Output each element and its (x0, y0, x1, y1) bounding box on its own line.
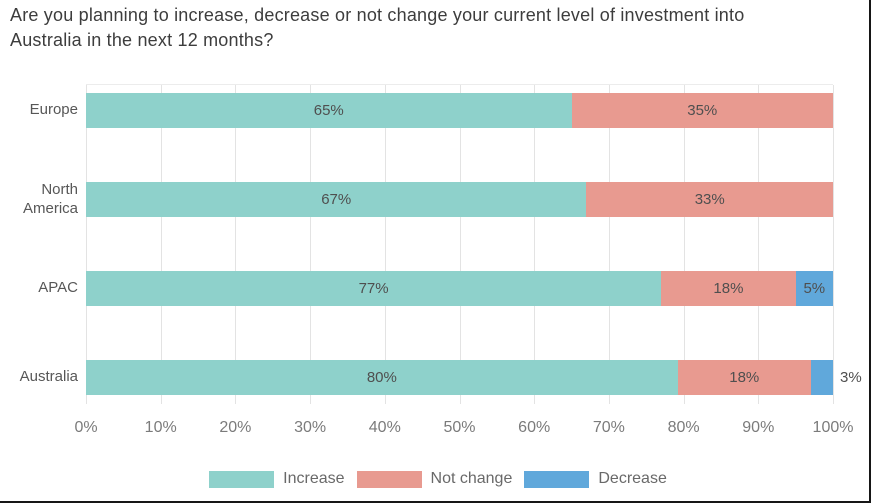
x-tick-0%: 0% (74, 419, 98, 436)
category-label-text: Australia (19, 368, 78, 385)
bar-row-europe: 65% 35% (86, 93, 833, 128)
bar-row-australia: 80% 18% 3% (86, 360, 862, 395)
legend: Increase Not change Decrease (0, 469, 876, 489)
bar-segment-decrease[interactable]: 5% (795, 271, 833, 306)
category-label-apac: APAC (0, 270, 78, 305)
gridline-0% (86, 85, 87, 404)
category-label-text: Europe (29, 101, 78, 118)
data-label: 67% (321, 191, 352, 208)
legend-swatch-decrease (524, 470, 590, 488)
legend-label-text: Decrease (598, 470, 667, 487)
legend-item-increase[interactable]: Increase (209, 470, 345, 488)
data-label-outside: 3% (840, 369, 862, 386)
bar-segment-not-change[interactable]: 35% (571, 93, 833, 128)
category-label-text: APAC (38, 279, 78, 296)
category-label-europe: Europe (0, 92, 78, 127)
bar-segment-not-change[interactable]: 18% (661, 271, 796, 306)
legend-swatch-increase (209, 470, 275, 488)
x-tick-90%: 90% (742, 419, 775, 436)
window-border-right (869, 0, 871, 503)
data-label: 5% (803, 280, 826, 297)
legend-item-not-change[interactable]: Not change (356, 470, 513, 488)
gridline-50% (459, 85, 461, 404)
bar-segment-increase[interactable]: 65% (86, 93, 572, 128)
bar-segment-not-change[interactable]: 18% (677, 360, 811, 395)
data-label: 18% (713, 280, 744, 297)
bar-segment-not-change[interactable]: 33% (586, 182, 833, 217)
x-tick-20%: 20% (219, 419, 252, 436)
x-tick-70%: 70% (592, 419, 625, 436)
x-tick-50%: 50% (443, 419, 476, 436)
category-label-text: North America (22, 180, 78, 217)
bar-row-apac: 77% 18% 5% (86, 271, 833, 306)
category-label-north-america: North America (0, 180, 78, 217)
window-border-bottom (0, 501, 871, 503)
legend-label-text: Not change (430, 470, 513, 487)
legend-label-text: Increase (283, 470, 345, 487)
gridline-90% (758, 85, 760, 404)
bar-row-north-america: 67% 33% (86, 182, 833, 217)
x-tick-100%: 100% (812, 419, 854, 436)
gridline-60% (534, 85, 536, 404)
data-label: 65% (313, 102, 344, 119)
legend-item-decrease[interactable]: Decrease (524, 470, 667, 488)
gridline-80% (683, 85, 685, 404)
data-label: 18% (729, 369, 760, 386)
x-tick-40%: 40% (368, 419, 401, 436)
data-label: 77% (358, 280, 389, 297)
plot-area: 65% 35% 67% 33% 77% 18% 5% 80% 18% 3% (86, 84, 862, 404)
x-tick-60%: 60% (518, 419, 551, 436)
x-tick-30%: 30% (294, 419, 327, 436)
gridline-20% (235, 85, 237, 404)
gridline-40% (384, 85, 386, 404)
gridline-70% (608, 85, 610, 404)
chart-title: Are you planning to increase, decrease o… (10, 5, 745, 50)
x-axis: 0% 10% 20% 30% 40% 50% 60% 70% 80% 90% 100% (74, 419, 853, 439)
gridline-100% (833, 85, 834, 404)
data-label: 80% (366, 369, 397, 386)
x-tick-10%: 10% (144, 419, 177, 436)
bar-segment-increase[interactable]: 77% (86, 271, 662, 306)
bar-segment-increase[interactable]: 80% (86, 360, 678, 395)
bar-segment-increase[interactable]: 67% (86, 182, 587, 217)
bar-segment-decrease[interactable] (810, 360, 833, 395)
legend-swatch-not-change (356, 470, 422, 488)
category-label-australia: Australia (0, 359, 78, 394)
data-label: 33% (694, 191, 725, 208)
gridline-30% (310, 85, 312, 404)
data-label: 35% (687, 102, 718, 119)
gridline-10% (160, 85, 162, 404)
x-tick-80%: 80% (667, 419, 700, 436)
